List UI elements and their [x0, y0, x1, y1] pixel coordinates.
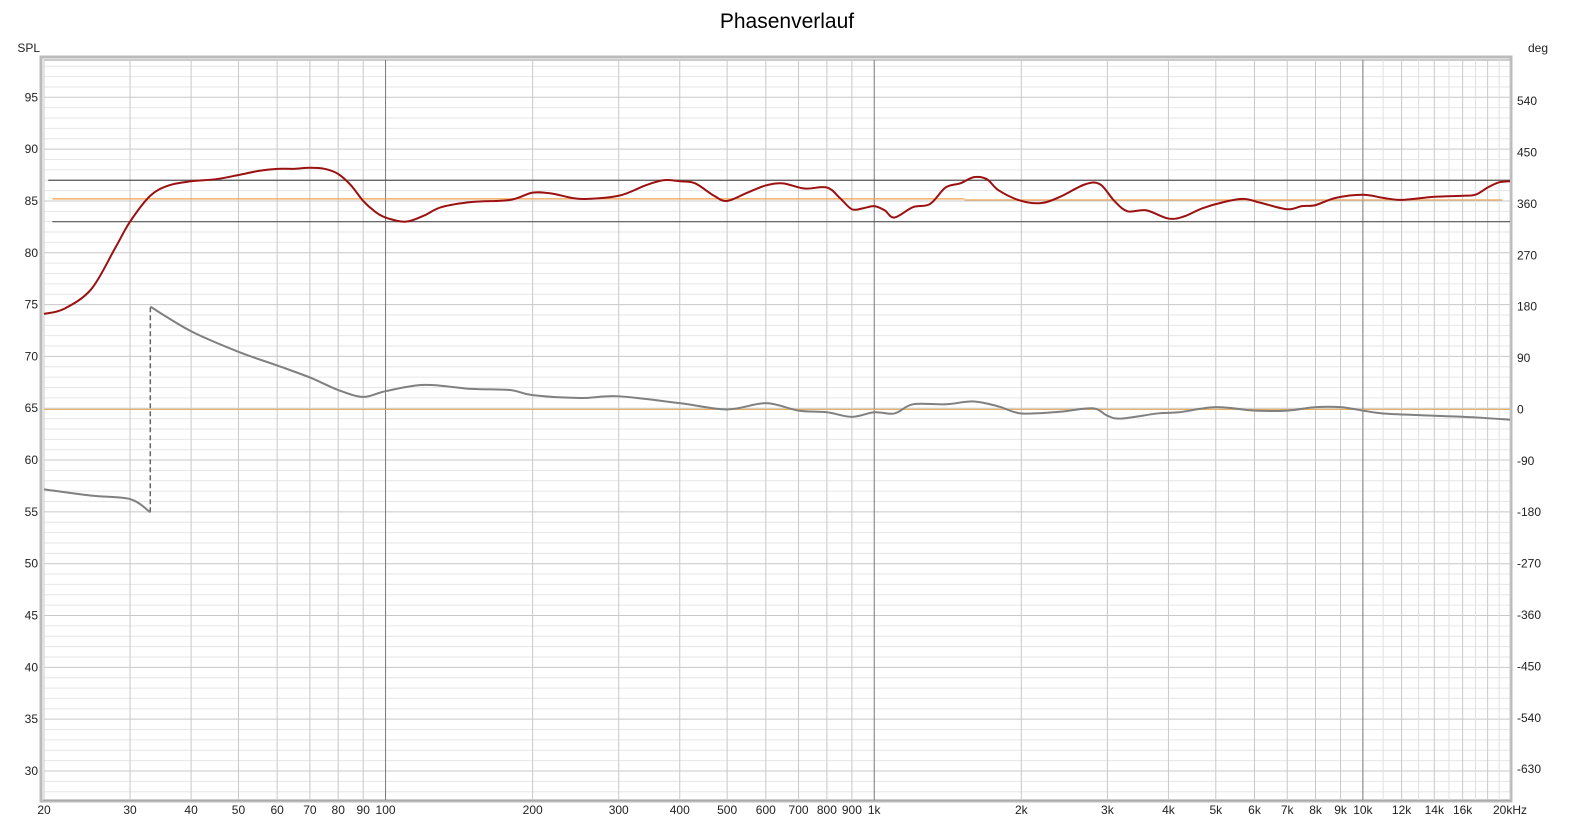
- x-tick-label: 5k: [1209, 803, 1223, 817]
- x-tick-label: 2k: [1015, 803, 1029, 817]
- y-right-tick-label: 0: [1517, 402, 1524, 416]
- y-left-tick-label: 40: [25, 660, 39, 674]
- y-right-tick-label: -450: [1517, 659, 1541, 673]
- x-tick-label: 20kHz: [1493, 803, 1527, 817]
- y-left-tick-label: 70: [25, 349, 39, 363]
- x-tick-label: 800: [817, 803, 837, 817]
- y-left-tick-label: 90: [25, 142, 39, 156]
- x-tick-label: 60: [270, 803, 284, 817]
- x-tick-label: 14k: [1425, 803, 1445, 817]
- x-tick-label: 10k: [1353, 803, 1373, 817]
- y-right-tick-label: 90: [1517, 351, 1531, 365]
- y-right-tick-label: -180: [1517, 505, 1541, 519]
- y-left-tick-label: 35: [25, 712, 39, 726]
- x-tick-label: 4k: [1162, 803, 1176, 817]
- x-tick-label: 70: [303, 803, 317, 817]
- x-tick-label: 400: [670, 803, 690, 817]
- y-left-tick-label: 95: [25, 90, 39, 104]
- y-left-tick-label: 45: [25, 609, 39, 623]
- y-right-tick-label: 180: [1517, 300, 1537, 314]
- y-left-tick-label: 85: [25, 194, 39, 208]
- x-tick-label: 40: [184, 803, 198, 817]
- chart-title: Phasenverlauf: [719, 10, 855, 33]
- y-left-tick-label: 75: [25, 298, 39, 312]
- x-tick-label: 200: [523, 803, 543, 817]
- y-right-tick-label: 450: [1517, 146, 1537, 160]
- x-tick-label: 500: [717, 803, 737, 817]
- x-tick-label: 50: [232, 803, 246, 817]
- y-right-tick-label: 270: [1517, 248, 1537, 262]
- x-tick-label: 700: [789, 803, 809, 817]
- phase-curve: [43, 488, 151, 514]
- y-left-tick-label: 60: [25, 453, 39, 467]
- x-tick-label: 3k: [1101, 803, 1115, 817]
- spl-curve: [43, 166, 1511, 315]
- y-left-tick-label: 30: [25, 764, 39, 778]
- x-tick-label: 80: [332, 803, 346, 817]
- phase-curve: [149, 305, 1511, 421]
- y-right-tick-label: -630: [1517, 762, 1541, 776]
- x-tick-label: 90: [357, 803, 371, 817]
- y-right-tick-label: -540: [1517, 711, 1541, 725]
- y-right-tick-label: -270: [1517, 557, 1541, 571]
- x-tick-label: 1k: [868, 803, 882, 817]
- y-left-tick-label: 50: [25, 557, 39, 571]
- x-tick-label: 6k: [1248, 803, 1262, 817]
- x-tick-label: 12k: [1392, 803, 1412, 817]
- x-tick-label: 8k: [1309, 803, 1323, 817]
- x-tick-label: 300: [609, 803, 629, 817]
- y-right-tick-label: -90: [1517, 454, 1535, 468]
- x-tick-label: 16k: [1453, 803, 1473, 817]
- plot-frame: [39, 55, 1513, 803]
- y-right-tick-label: -360: [1517, 608, 1541, 622]
- y-right-tick-label: 540: [1517, 94, 1537, 108]
- x-tick-label: 7k: [1281, 803, 1295, 817]
- x-tick-label: 600: [756, 803, 776, 817]
- y-right-axis-label: deg: [1528, 41, 1548, 55]
- x-tick-label: 20: [37, 803, 51, 817]
- x-tick-label: 30: [123, 803, 137, 817]
- y-left-tick-label: 65: [25, 401, 39, 415]
- y-right-tick-label: 360: [1517, 197, 1537, 211]
- y-left-tick-label: 80: [25, 246, 39, 260]
- y-left-axis-label: SPL: [17, 41, 40, 55]
- x-tick-label: 9k: [1334, 803, 1348, 817]
- x-tick-label: 900: [842, 803, 862, 817]
- y-left-tick-label: 55: [25, 505, 39, 519]
- x-tick-label: 100: [376, 803, 396, 817]
